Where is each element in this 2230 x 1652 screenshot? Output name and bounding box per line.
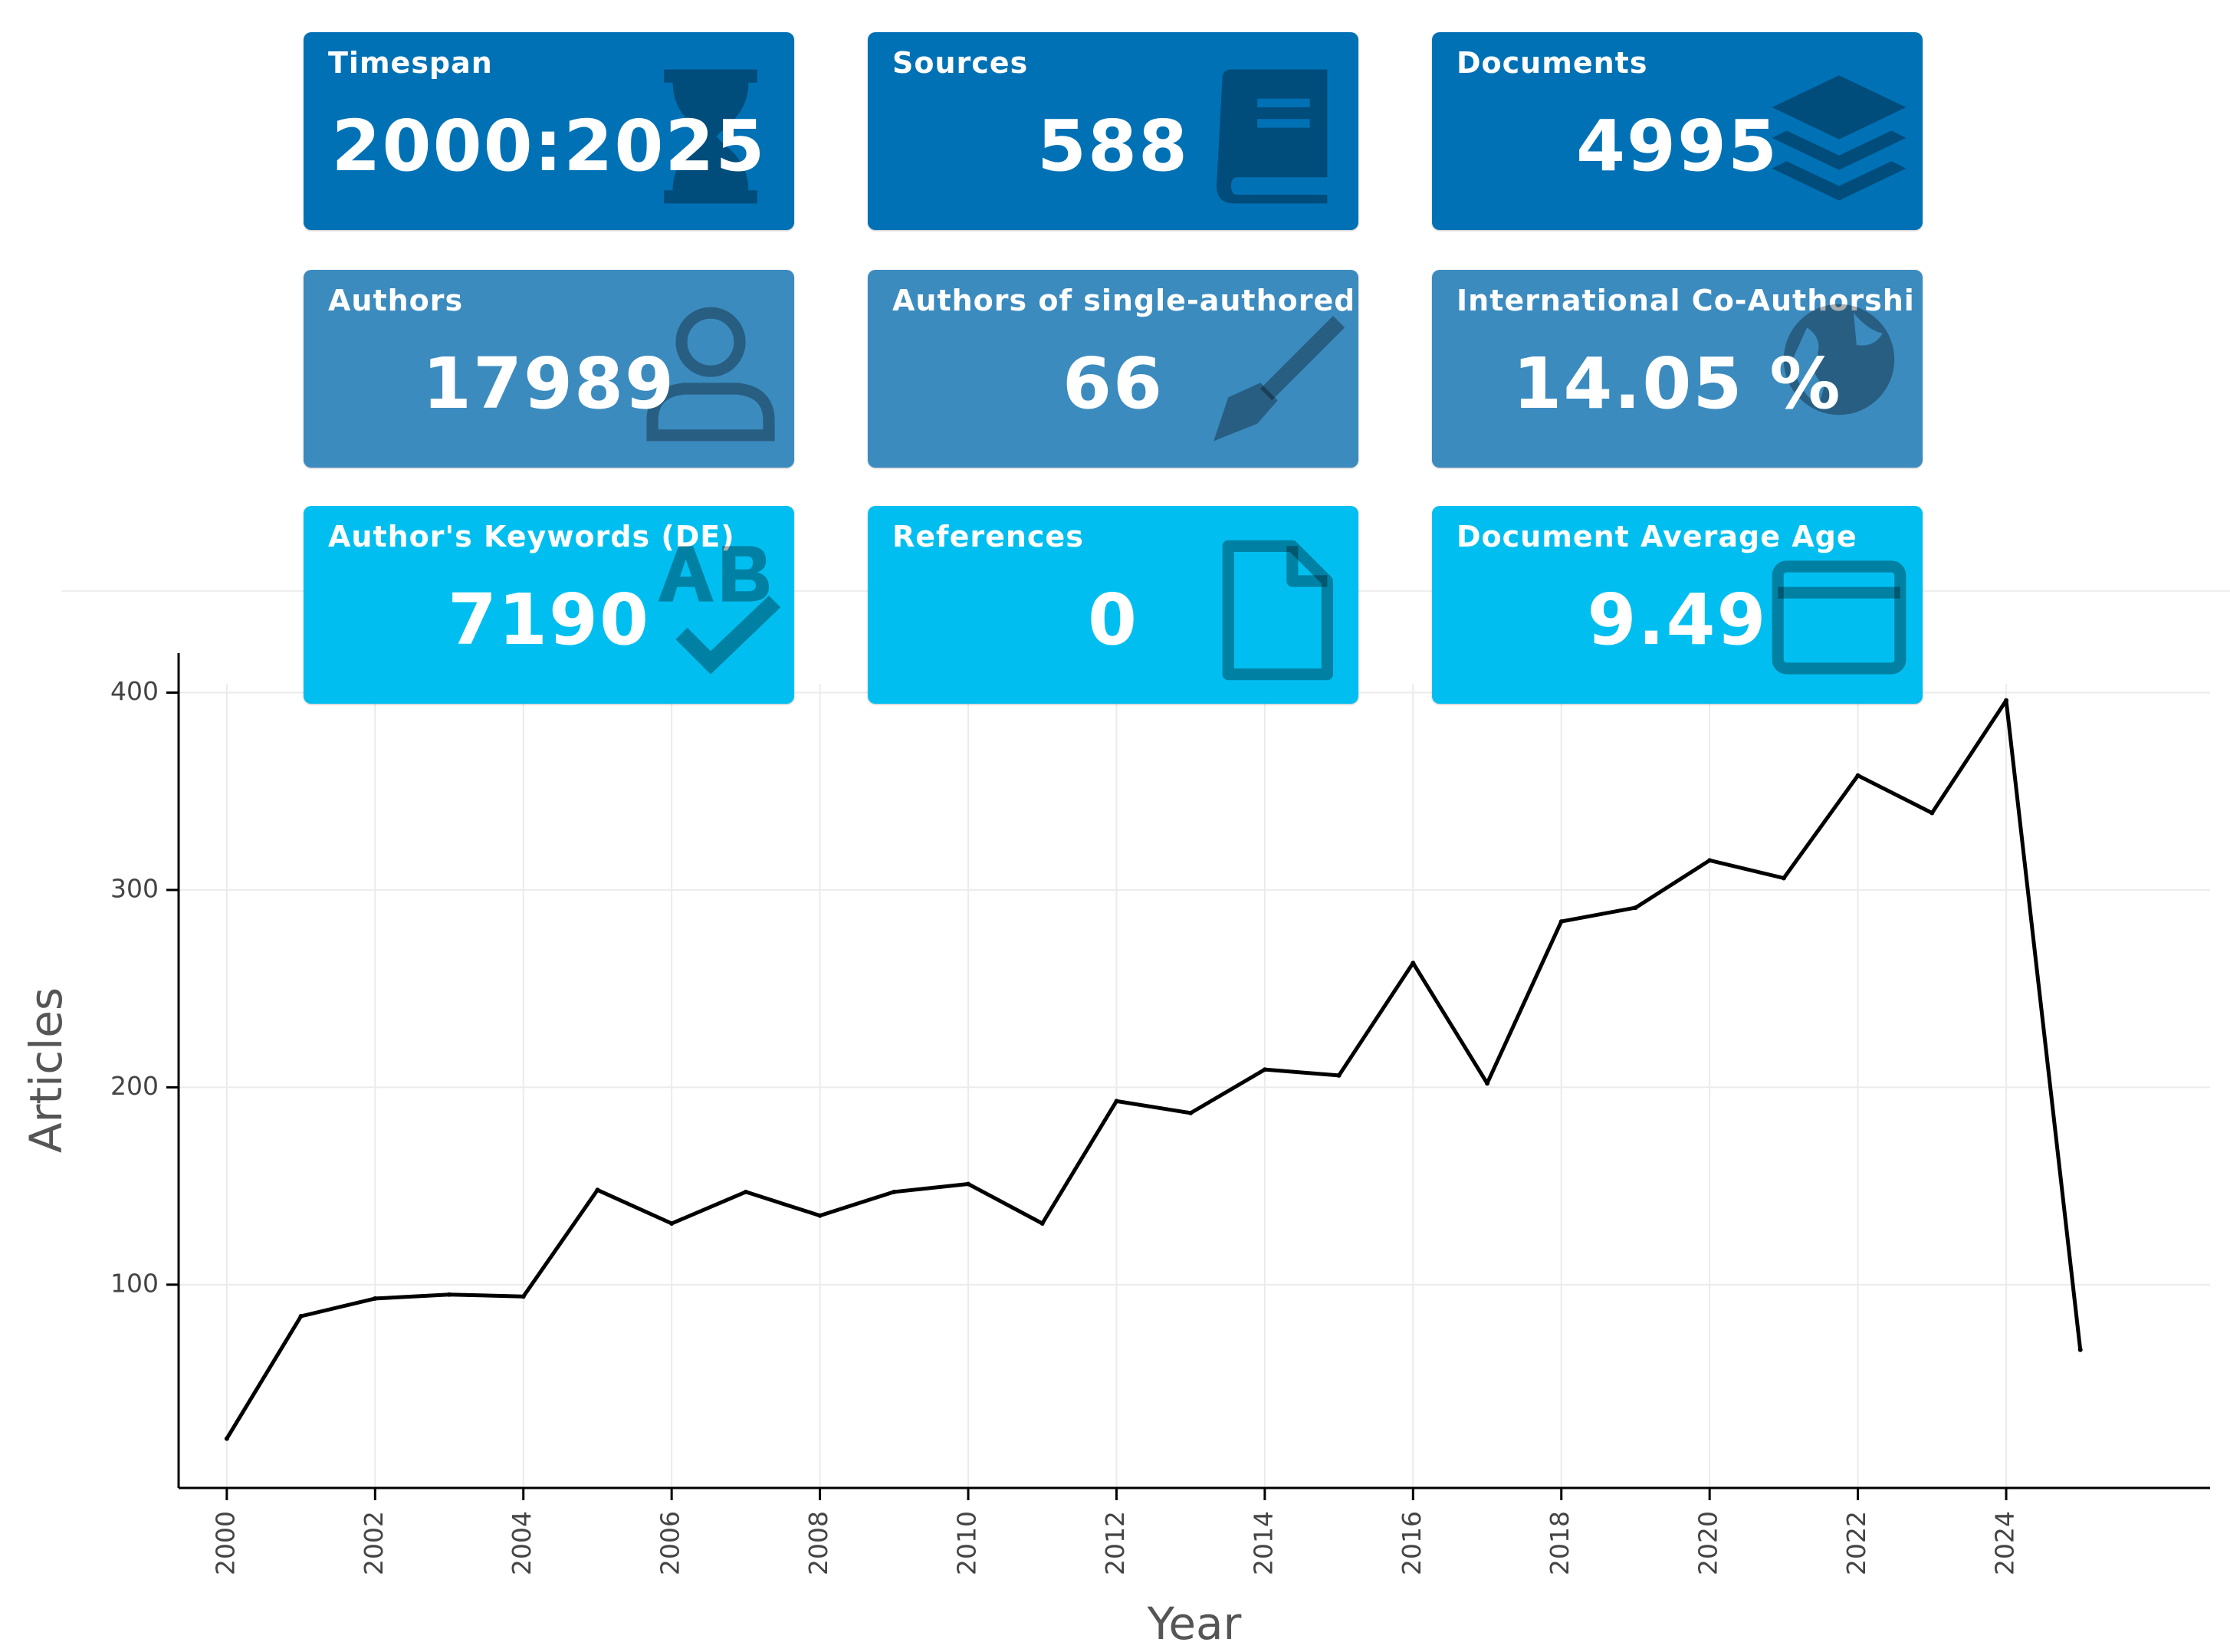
card-title: Sources [892, 46, 1029, 80]
data-point-2019 [1633, 905, 1638, 911]
y-tick-label: 100 [110, 1268, 159, 1298]
x-axis-title: Year [1147, 1598, 1242, 1650]
data-point-2003 [447, 1292, 452, 1297]
user-icon [638, 297, 783, 451]
data-point-2024 [2004, 698, 2009, 703]
data-point-2017 [1485, 1081, 1490, 1086]
card-title: Authors [328, 284, 464, 317]
calendar-icon [1766, 534, 1912, 687]
x-tick-label: 2000 [210, 1511, 240, 1575]
data-point-2001 [298, 1314, 304, 1319]
data-point-2005 [595, 1187, 600, 1193]
card-title: Author's Keywords (DE) [328, 520, 735, 553]
card-value: 4995 [1575, 105, 1779, 187]
data-point-2009 [892, 1189, 897, 1194]
card-value: 17989 [422, 343, 676, 425]
data-point-2022 [1855, 773, 1861, 778]
data-point-2016 [1411, 961, 1416, 966]
x-tick-label: 2006 [655, 1511, 685, 1575]
co-authorship-card: International Co-Authorship 14.05 % [1432, 270, 1923, 468]
x-tick-label: 2012 [1100, 1511, 1130, 1575]
data-point-2006 [669, 1221, 675, 1227]
pen-icon [1202, 297, 1348, 451]
average-age-card: Document Average Age 9.49 [1432, 506, 1923, 704]
data-point-2020 [1707, 858, 1713, 863]
references-card: References 0 [868, 506, 1358, 704]
card-value: 0 [1087, 579, 1138, 661]
data-point-2004 [521, 1294, 526, 1299]
data-points [224, 698, 2083, 1441]
x-tick-label: 2008 [803, 1511, 833, 1575]
data-point-2000 [224, 1436, 229, 1441]
y-axis-title: Articles [20, 987, 72, 1153]
hourglass-icon [638, 60, 783, 213]
authors-card: Authors 17989 [304, 270, 794, 468]
globe-icon [1766, 297, 1912, 451]
data-point-2015 [1336, 1072, 1342, 1078]
card-value: 66 [1062, 343, 1164, 425]
y-tick-label: 400 [110, 676, 159, 706]
card-value: 588 [1036, 105, 1190, 187]
card-title: Documents [1457, 46, 1648, 80]
data-point-2007 [743, 1189, 748, 1194]
x-tick-label: 2010 [952, 1511, 982, 1575]
layers-icon [1766, 60, 1912, 213]
card-value: 9.49 [1587, 579, 1768, 661]
x-tick-label: 2014 [1248, 1511, 1278, 1575]
data-point-2002 [373, 1296, 378, 1301]
axis-ticks: 2000 2002 2004 2006 2008 2010 2012 2014 2016 2018… [110, 676, 2020, 1575]
sources-card: Sources 588 [868, 32, 1358, 230]
x-tick-label: 2016 [1397, 1511, 1427, 1575]
card-title: Authors of single-authored [892, 284, 1352, 317]
data-point-2025 [2077, 1347, 2083, 1352]
x-tick-label: 2022 [1841, 1511, 1871, 1575]
data-point-2010 [966, 1181, 971, 1187]
data-point-2021 [1781, 875, 1786, 881]
data-point-2023 [1929, 810, 1935, 816]
file-icon [1202, 534, 1348, 687]
data-point-2011 [1039, 1221, 1045, 1227]
data-point-2008 [817, 1213, 823, 1218]
data-point-2014 [1262, 1067, 1267, 1072]
y-tick-label: 300 [110, 873, 159, 903]
x-tick-label: 2004 [507, 1511, 537, 1575]
x-tick-label: 2024 [1990, 1511, 2020, 1575]
data-point-2012 [1114, 1099, 1119, 1104]
card-value: 14.05 % [1512, 343, 1842, 425]
grid-lines [179, 684, 2210, 1488]
spellcheck-icon [638, 534, 783, 687]
card-value: 2000:2025 [331, 105, 767, 187]
data-point-2018 [1558, 919, 1564, 925]
y-tick-label: 200 [110, 1071, 159, 1101]
card-title: International Co-Authorship [1457, 284, 1916, 317]
book-icon [1202, 60, 1348, 213]
timespan-card: Timespan 2000:2025 [304, 32, 794, 230]
card-title: References [892, 520, 1084, 553]
card-value: 7190 [447, 579, 651, 661]
articles-series-line [225, 698, 2083, 1440]
keywords-card: Author's Keywords (DE) 7190 [304, 506, 794, 704]
documents-card: Documents 4995 [1432, 32, 1923, 230]
single-authored-card: Authors of single-authored 66 [868, 270, 1358, 468]
x-tick-label: 2018 [1545, 1511, 1575, 1575]
x-tick-label: 2020 [1693, 1511, 1723, 1575]
card-title: Document Average Age [1457, 520, 1857, 553]
card-title: Timespan [328, 46, 493, 80]
x-tick-label: 2002 [359, 1511, 389, 1575]
data-point-2013 [1188, 1110, 1194, 1115]
